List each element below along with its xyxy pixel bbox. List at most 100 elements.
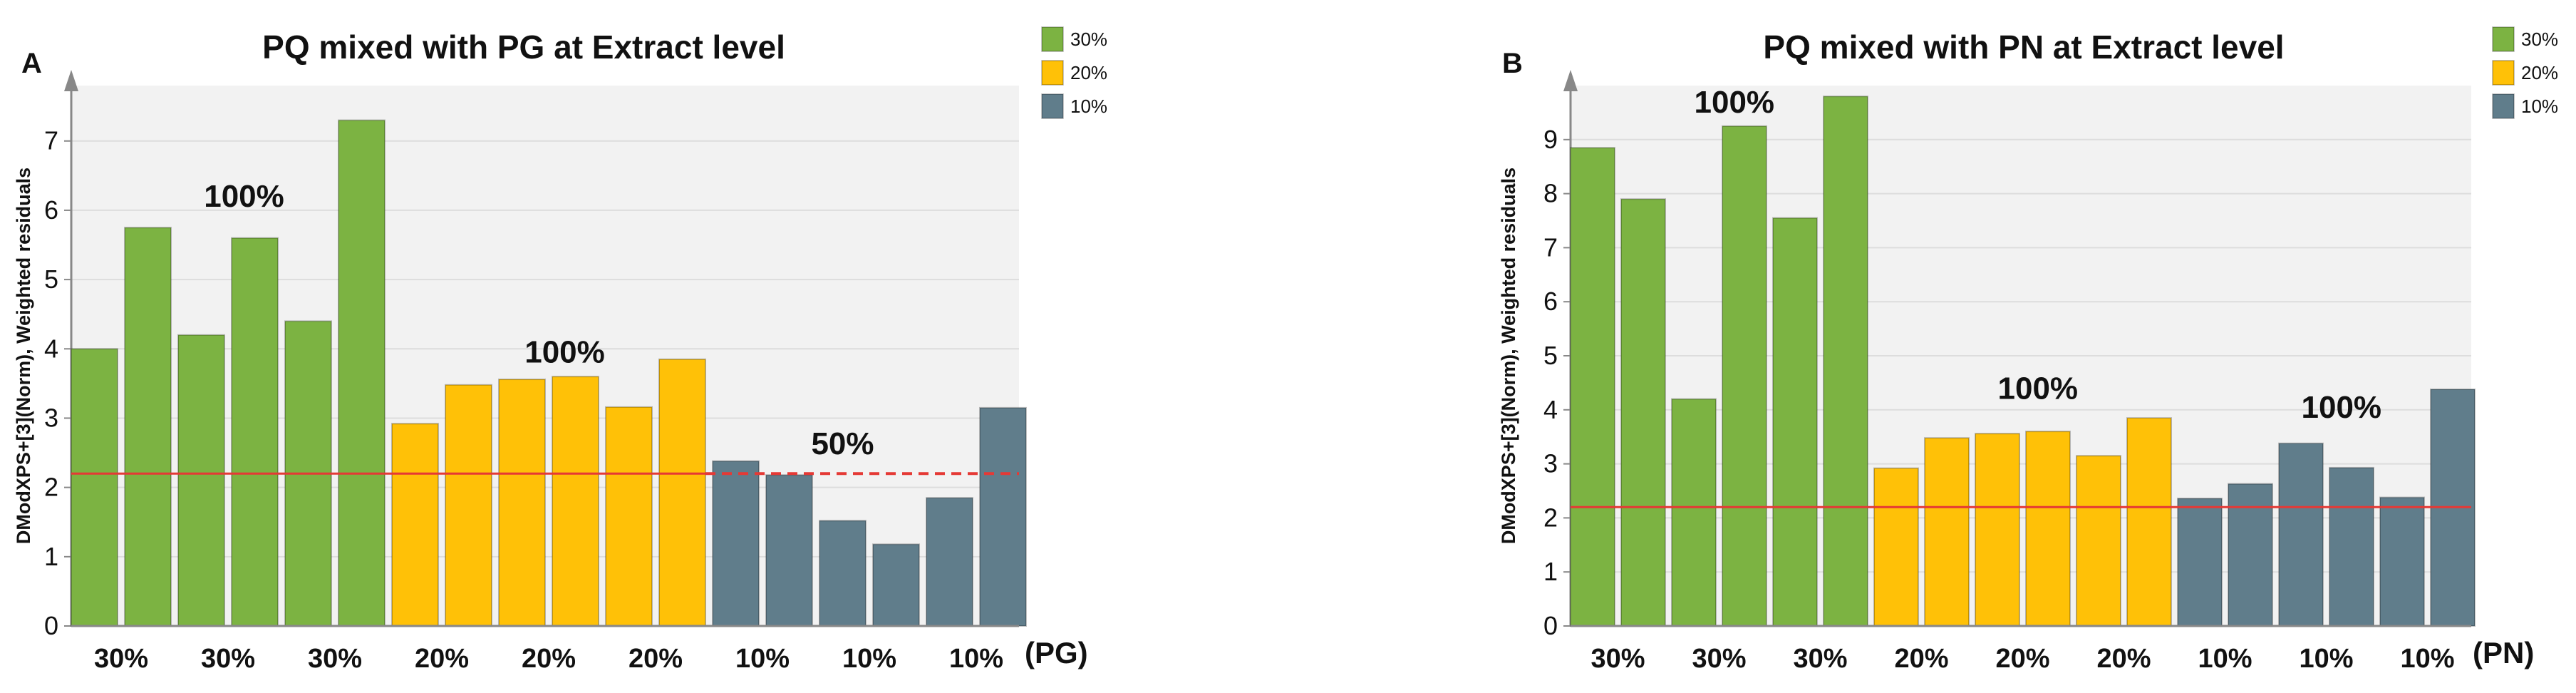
- legend-label: 20%: [2521, 62, 2558, 83]
- y-tick-label: 3: [1543, 449, 1558, 478]
- panel-a: 0 1 2 3 4 5 6 7 30% 30% 30% 20% 20% 20% 10% 10% 10% (PG) D…: [13, 26, 1107, 674]
- bar: [231, 237, 279, 627]
- x-tick-label: 10%: [2299, 644, 2353, 674]
- x-tick-label: 20%: [629, 644, 683, 674]
- bar: [391, 423, 439, 627]
- bar: [765, 474, 813, 627]
- bar: [71, 348, 118, 627]
- y-tick-label: 1: [44, 542, 58, 571]
- bar: [1823, 96, 1868, 627]
- x-tick-label: 10%: [842, 644, 896, 674]
- bar: [552, 376, 599, 627]
- bar: [498, 379, 546, 627]
- bar: [2126, 417, 2172, 627]
- y-tick-label: 1: [1543, 557, 1558, 586]
- y-tick-label: 4: [44, 334, 58, 363]
- bar: [2329, 466, 2374, 627]
- y-axis-arrow-icon: [64, 70, 78, 91]
- bar: [2278, 442, 2324, 627]
- y-tick-label: 7: [44, 126, 58, 155]
- legend-swatch: [2492, 93, 2515, 119]
- panel-label: B: [1502, 48, 1523, 79]
- x-axis-label: (PN): [2473, 636, 2534, 669]
- bar: [1975, 433, 2020, 627]
- y-tick-label: 5: [1543, 341, 1558, 370]
- legend-swatch: [1041, 93, 1064, 119]
- chart-title: PQ mixed with PN at Extract level: [1763, 29, 2284, 66]
- bar: [2228, 483, 2273, 627]
- chart-title: PQ mixed with PG at Extract level: [262, 29, 785, 66]
- data-annotation: 50%: [811, 426, 874, 461]
- bar: [1772, 217, 1818, 627]
- bar: [1924, 437, 1970, 627]
- bar: [177, 334, 225, 627]
- y-tick-label: 9: [1543, 125, 1558, 154]
- x-tick-label: 30%: [201, 644, 255, 674]
- y-tick-label: 0: [1543, 611, 1558, 640]
- data-annotation: 100%: [1998, 371, 2079, 406]
- x-tick-label: 30%: [1692, 644, 1746, 674]
- y-tick-label: 6: [1543, 287, 1558, 316]
- legend: 30% 20% 10%: [2492, 26, 2558, 119]
- bar: [445, 384, 492, 627]
- bar: [1671, 398, 1717, 627]
- y-tick-label: 4: [1543, 395, 1558, 424]
- legend-label: 10%: [1070, 96, 1107, 117]
- data-annotation: 100%: [524, 335, 605, 370]
- bar: [1873, 467, 1919, 627]
- bar: [2379, 496, 2425, 627]
- panel-label: A: [21, 48, 42, 79]
- bar: [2025, 431, 2071, 627]
- y-tick-label: 2: [44, 473, 58, 502]
- legend-swatch: [2492, 26, 2515, 52]
- x-tick-label: 10%: [949, 644, 1003, 674]
- bar: [338, 119, 386, 627]
- legend-label: 30%: [1070, 29, 1107, 50]
- bar: [2076, 455, 2121, 627]
- y-tick-label: 5: [44, 265, 58, 294]
- x-tick-label: 20%: [1894, 644, 1948, 674]
- y-tick-label: 6: [44, 195, 58, 225]
- x-tick-label: 10%: [2400, 644, 2454, 674]
- x-tick-label: 30%: [1793, 644, 1847, 674]
- y-axis-label: DModXPS+[3](Norm), Weighted residuals: [1498, 168, 1519, 544]
- x-tick-label: 30%: [94, 644, 148, 674]
- bar: [819, 520, 867, 627]
- bar: [2177, 498, 2223, 627]
- legend-label: 30%: [2521, 29, 2558, 50]
- y-axis-label: DModXPS+[3](Norm), Weighted residuals: [13, 168, 34, 544]
- legend-swatch: [1041, 26, 1064, 52]
- panel-b: 0 1 2 3 4 5 6 7 8 9 30% 30% 30% 20% 20% 20% 10% 10% 10% (PN…: [1498, 26, 2558, 674]
- x-tick-label: 20%: [415, 644, 469, 674]
- y-axis-arrow-icon: [1563, 70, 1578, 91]
- bar: [926, 497, 973, 627]
- x-tick-label: 10%: [735, 644, 790, 674]
- bar: [1620, 198, 1666, 627]
- x-tick-label: 30%: [1590, 644, 1645, 674]
- data-annotation: 100%: [1695, 85, 1775, 120]
- data-annotation: 100%: [204, 179, 284, 214]
- bar: [124, 227, 172, 627]
- bar: [1722, 125, 1767, 627]
- x-tick-label: 10%: [2198, 644, 2252, 674]
- y-tick-label: 7: [1543, 232, 1558, 262]
- y-tick-label: 8: [1543, 179, 1558, 208]
- legend-label: 20%: [1070, 62, 1107, 83]
- legend-swatch: [2492, 60, 2515, 86]
- y-tick-label: 3: [44, 403, 58, 432]
- legend: 30% 20% 10%: [1041, 26, 1107, 119]
- bar: [872, 543, 920, 627]
- legend-label: 10%: [2521, 96, 2558, 117]
- bar: [979, 406, 1027, 627]
- y-tick-label: 0: [44, 611, 58, 640]
- bar: [605, 406, 653, 627]
- bar: [1570, 147, 1615, 627]
- bar: [712, 460, 760, 627]
- x-tick-label: 20%: [522, 644, 576, 674]
- y-tick-label: 2: [1543, 503, 1558, 532]
- x-tick-label: 20%: [1995, 644, 2049, 674]
- x-tick-label: 30%: [308, 644, 362, 674]
- data-annotation: 100%: [2302, 390, 2382, 425]
- legend-swatch: [1041, 60, 1064, 86]
